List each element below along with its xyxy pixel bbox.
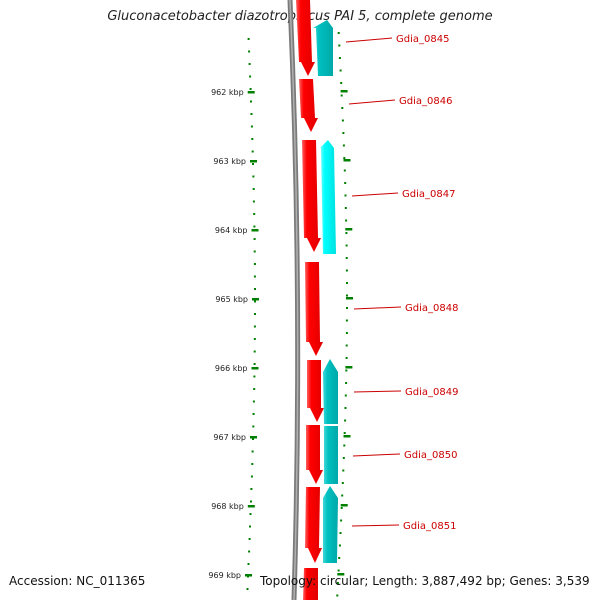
gene-arrow-next-fwd[interactable] bbox=[303, 568, 318, 600]
topology-text: Topology: circular; Length: 3,887,492 bp… bbox=[260, 574, 590, 588]
tick-label: 966 kbp bbox=[215, 364, 248, 373]
gene-label-leader bbox=[348, 99, 396, 105]
gene-arrow-0846-fwd[interactable] bbox=[299, 79, 318, 132]
gene-label-leader bbox=[353, 306, 402, 310]
gene-label[interactable]: Gdia_0850 bbox=[404, 450, 457, 461]
forward-genes bbox=[296, 0, 324, 600]
tick-label: 967 kbp bbox=[213, 433, 246, 442]
gene-label-leader bbox=[353, 390, 402, 393]
gene-label[interactable]: Gdia_0846 bbox=[399, 96, 452, 107]
gene-arrow-0851-fwd[interactable] bbox=[305, 487, 322, 563]
gene-label-leader bbox=[351, 192, 399, 197]
gene-arrow-0847-fwd[interactable] bbox=[302, 140, 321, 252]
tick-mark-outer bbox=[343, 159, 351, 162]
tick-mark-outer bbox=[345, 228, 353, 231]
gene-label[interactable]: Gdia_0848 bbox=[405, 303, 458, 314]
gene-label[interactable]: Gdia_0845 bbox=[396, 34, 449, 45]
tick-mark-inner bbox=[247, 505, 255, 508]
tick-label: 968 kbp bbox=[211, 502, 244, 511]
gene-arrow-0851-rev[interactable] bbox=[323, 486, 338, 563]
tick-mark-outer bbox=[343, 435, 351, 438]
tick-mark-inner bbox=[247, 91, 255, 94]
tick-mark-inner bbox=[252, 298, 259, 301]
gene-arrow-0850-rev[interactable] bbox=[324, 426, 338, 484]
tick-mark-outer bbox=[340, 90, 348, 93]
gene-arrow-0849-rev[interactable] bbox=[323, 359, 338, 424]
gene-arrow-0845-rev[interactable] bbox=[313, 20, 333, 76]
tick-mark-outer bbox=[346, 297, 353, 300]
tick-mark-outer bbox=[337, 573, 345, 576]
gene-arrow-0848-fwd[interactable] bbox=[305, 262, 323, 356]
reverse-genes bbox=[313, 20, 338, 563]
gene-label[interactable]: Gdia_0849 bbox=[405, 387, 458, 398]
tick-label: 969 kbp bbox=[208, 571, 241, 580]
gene-label[interactable]: Gdia_0851 bbox=[403, 521, 456, 532]
tick-mark-inner bbox=[251, 367, 259, 370]
outer-tick-ring bbox=[336, 32, 348, 597]
gene-arrow-0847-rev[interactable] bbox=[320, 140, 336, 254]
tick-mark-inner bbox=[250, 436, 257, 439]
tick-label: 963 kbp bbox=[213, 157, 246, 166]
tick-label: 962 kbp bbox=[211, 88, 244, 97]
gene-arrow-0850-fwd[interactable] bbox=[306, 425, 323, 484]
tick-mark-outer bbox=[340, 504, 348, 507]
gene-arrow-0845-fwd[interactable] bbox=[296, 0, 315, 76]
gene-arrow-0849-fwd[interactable] bbox=[307, 360, 324, 422]
tick-mark-inner bbox=[251, 229, 259, 232]
gene-label-leader bbox=[345, 37, 393, 43]
tick-label: 965 kbp bbox=[215, 295, 248, 304]
accession-text: Accession: NC_011365 bbox=[9, 574, 146, 588]
tick-label: 964 kbp bbox=[215, 226, 248, 235]
gene-label[interactable]: Gdia_0847 bbox=[402, 189, 455, 200]
inner-tick-ring bbox=[246, 38, 256, 590]
tick-mark-inner bbox=[250, 160, 257, 163]
gene-label-leader bbox=[352, 453, 401, 457]
position-ticks: 962 kbp 963 kbp 964 kbp 965 kbp 966 kbp 967 k… bbox=[208, 88, 353, 580]
gene-labels: Gdia_0845 Gdia_0846 Gdia_0847 Gdia_0848 Gdia… bbox=[345, 34, 458, 532]
tick-mark-outer bbox=[345, 366, 353, 369]
tick-mark-inner bbox=[245, 574, 252, 577]
gene-label-leader bbox=[351, 524, 400, 527]
